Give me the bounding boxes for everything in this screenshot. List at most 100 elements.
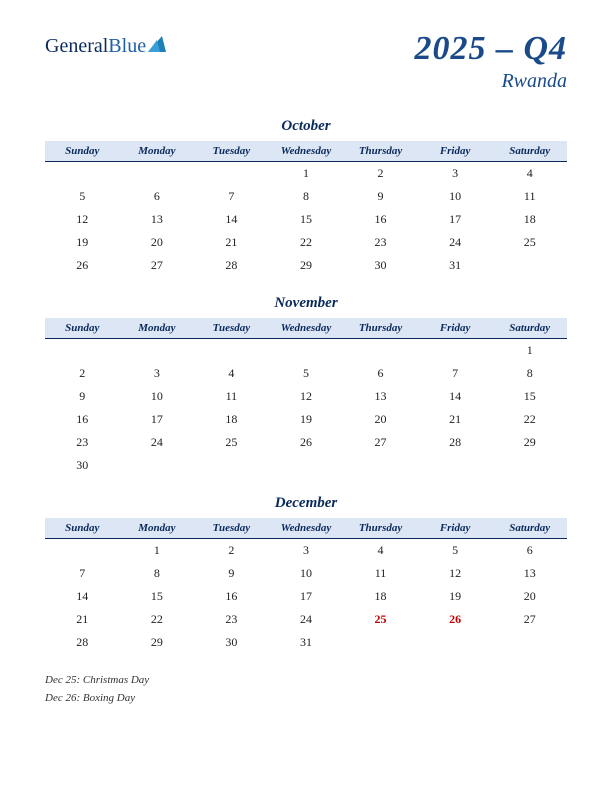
day-header: Tuesday	[194, 318, 269, 339]
calendar-cell: 1	[492, 339, 567, 363]
calendar-cell: 17	[120, 408, 195, 431]
calendar-cell: 2	[343, 162, 418, 186]
calendar-cell: 10	[120, 385, 195, 408]
calendar-cell: 28	[45, 631, 120, 654]
calendar-cell: 18	[343, 585, 418, 608]
calendar-cell: 12	[418, 562, 493, 585]
calendar-cell	[45, 339, 120, 363]
calendar-cell: 9	[343, 185, 418, 208]
page-header: GeneralBlue 2025 – Q4 Rwanda	[45, 30, 567, 93]
logo: GeneralBlue	[45, 35, 166, 58]
calendar-cell: 10	[418, 185, 493, 208]
calendar-cell	[120, 454, 195, 477]
calendar-cell: 28	[194, 254, 269, 277]
calendar-table: SundayMondayTuesdayWednesdayThursdayFrid…	[45, 141, 567, 277]
logo-text-1: General	[45, 35, 108, 58]
quarter-title: 2025 – Q4	[414, 30, 567, 68]
calendar-cell	[269, 454, 344, 477]
calendar-cell: 19	[45, 231, 120, 254]
month-block: OctoberSundayMondayTuesdayWednesdayThurs…	[45, 118, 567, 277]
title-block: 2025 – Q4 Rwanda	[414, 30, 567, 93]
calendar-cell	[269, 339, 344, 363]
calendar-cell: 19	[269, 408, 344, 431]
calendar-cell	[343, 454, 418, 477]
calendar-cell: 24	[120, 431, 195, 454]
day-header: Thursday	[343, 141, 418, 162]
calendar-cell: 11	[492, 185, 567, 208]
calendar-cell: 20	[343, 408, 418, 431]
month-block: November SundayMondayTuesdayWednesdayThur…	[45, 295, 567, 477]
calendar-cell: 13	[343, 385, 418, 408]
calendar-row: 2345678	[45, 362, 567, 385]
calendar-cell	[120, 162, 195, 186]
calendar-cell: 30	[343, 254, 418, 277]
day-header: Saturday	[492, 318, 567, 339]
day-header: Friday	[418, 141, 493, 162]
calendar-cell: 16	[45, 408, 120, 431]
calendar-cell: 27	[120, 254, 195, 277]
calendar-row: 28293031	[45, 631, 567, 654]
calendar-cell	[492, 254, 567, 277]
calendar-cell: 21	[45, 608, 120, 631]
calendar-cell: 6	[492, 539, 567, 563]
calendar-cell: 17	[269, 585, 344, 608]
calendar-table: SundayMondayTuesdayWednesdayThursdayFrid…	[45, 318, 567, 477]
calendar-cell: 26	[45, 254, 120, 277]
calendar-row: 14151617181920	[45, 585, 567, 608]
calendar-cell: 26	[418, 608, 493, 631]
calendar-cell: 29	[492, 431, 567, 454]
calendar-cell: 3	[120, 362, 195, 385]
calendar-cell: 25	[492, 231, 567, 254]
calendar-row: 23242526272829	[45, 431, 567, 454]
calendar-cell: 25	[343, 608, 418, 631]
calendar-cell: 14	[45, 585, 120, 608]
calendar-cell	[120, 339, 195, 363]
calendar-cell	[492, 454, 567, 477]
day-header: Tuesday	[194, 141, 269, 162]
calendar-cell: 25	[194, 431, 269, 454]
day-header: Wednesday	[269, 518, 344, 539]
day-header: Thursday	[343, 318, 418, 339]
calendar-cell: 12	[269, 385, 344, 408]
calendar-cell: 8	[492, 362, 567, 385]
calendar-cell: 5	[269, 362, 344, 385]
calendar-cell: 8	[120, 562, 195, 585]
calendar-row: 1234	[45, 162, 567, 186]
logo-text-2: Blue	[108, 35, 146, 58]
calendar-cell: 4	[194, 362, 269, 385]
holiday-note-line: Dec 26: Boxing Day	[45, 690, 567, 708]
day-header: Sunday	[45, 318, 120, 339]
day-header: Monday	[120, 518, 195, 539]
month-block: DecemberSundayMondayTuesdayWednesdayThur…	[45, 495, 567, 654]
calendar-row: 9101112131415	[45, 385, 567, 408]
month-name: November	[45, 295, 567, 312]
day-header: Tuesday	[194, 518, 269, 539]
calendar-cell: 9	[45, 385, 120, 408]
calendar-row: 567891011	[45, 185, 567, 208]
calendar-cell	[418, 631, 493, 654]
calendar-cell: 16	[343, 208, 418, 231]
calendar-cell: 19	[418, 585, 493, 608]
calendar-cell	[45, 539, 120, 563]
calendar-cell: 23	[45, 431, 120, 454]
calendar-cell: 20	[120, 231, 195, 254]
holiday-notes: Dec 25: Christmas DayDec 26: Boxing Day	[45, 672, 567, 707]
calendar-cell	[492, 631, 567, 654]
calendar-cell: 14	[418, 385, 493, 408]
day-header: Friday	[418, 518, 493, 539]
day-header: Monday	[120, 141, 195, 162]
calendar-cell	[343, 631, 418, 654]
calendar-cell: 12	[45, 208, 120, 231]
calendar-cell: 11	[194, 385, 269, 408]
calendar-cell	[194, 162, 269, 186]
calendar-cell: 15	[269, 208, 344, 231]
month-name: December	[45, 495, 567, 512]
calendar-cell: 15	[120, 585, 195, 608]
calendar-cell: 7	[194, 185, 269, 208]
calendar-cell: 13	[120, 208, 195, 231]
calendar-cell: 16	[194, 585, 269, 608]
calendar-row: 123456	[45, 539, 567, 563]
calendar-cell: 26	[269, 431, 344, 454]
calendar-cell: 29	[269, 254, 344, 277]
calendar-cell: 31	[418, 254, 493, 277]
